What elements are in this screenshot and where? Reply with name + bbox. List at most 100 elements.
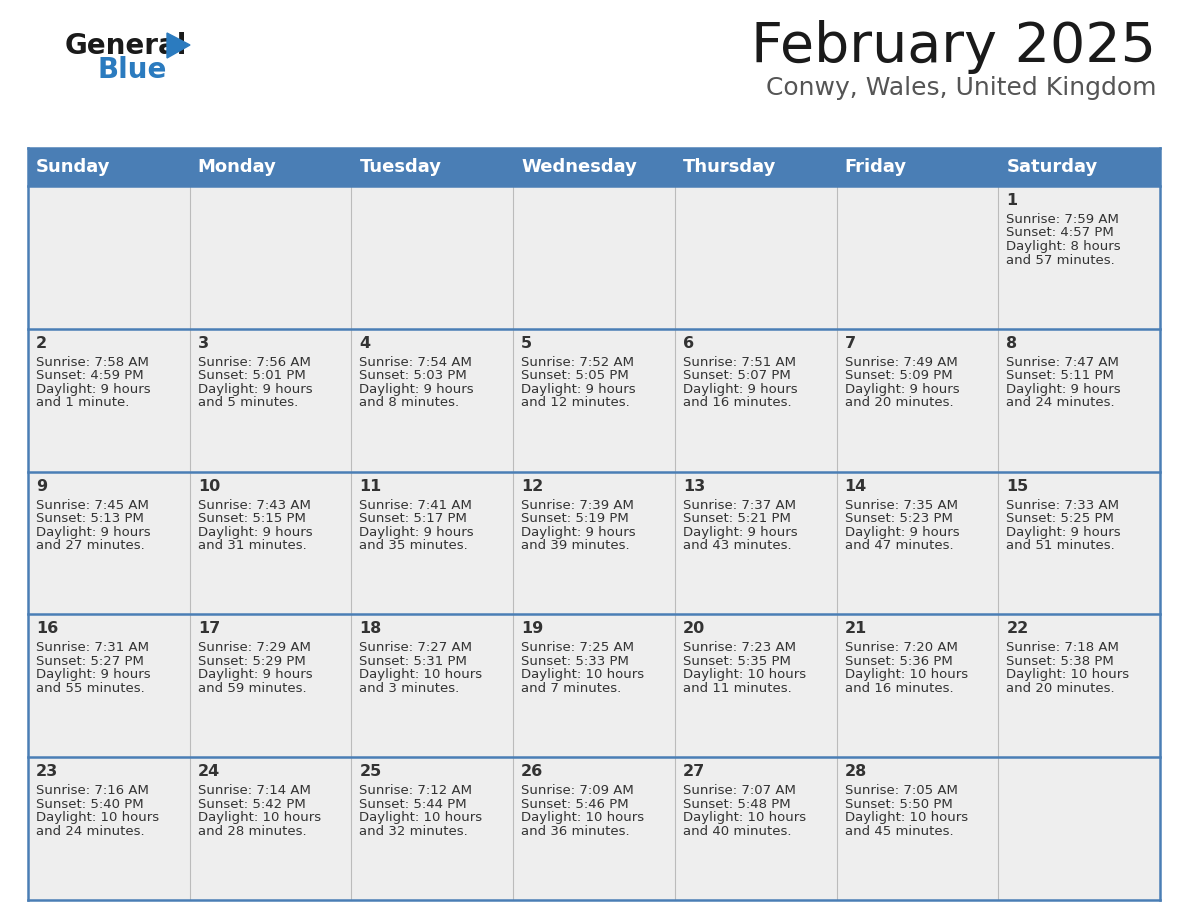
Text: Sunset: 5:25 PM: Sunset: 5:25 PM (1006, 512, 1114, 525)
Text: and 11 minutes.: and 11 minutes. (683, 682, 791, 695)
Bar (29, 757, 1159, 900)
Text: Sunrise: 7:29 AM: Sunrise: 7:29 AM (197, 642, 310, 655)
Text: Sunset: 5:05 PM: Sunset: 5:05 PM (522, 369, 628, 382)
Text: 3: 3 (197, 336, 209, 351)
Text: and 1 minute.: and 1 minute. (36, 397, 129, 409)
Polygon shape (168, 33, 190, 58)
Text: and 59 minutes.: and 59 minutes. (197, 682, 307, 695)
Text: Sunday: Sunday (36, 158, 110, 176)
Text: 26: 26 (522, 764, 543, 779)
Text: Sunrise: 7:39 AM: Sunrise: 7:39 AM (522, 498, 634, 511)
Text: 5: 5 (522, 336, 532, 351)
Text: Sunset: 5:46 PM: Sunset: 5:46 PM (522, 798, 628, 811)
Text: and 57 minutes.: and 57 minutes. (1006, 253, 1116, 266)
Text: Sunset: 5:50 PM: Sunset: 5:50 PM (845, 798, 953, 811)
Text: and 20 minutes.: and 20 minutes. (1006, 682, 1114, 695)
Text: and 31 minutes.: and 31 minutes. (197, 539, 307, 552)
Text: Sunrise: 7:49 AM: Sunrise: 7:49 AM (845, 356, 958, 369)
Text: Sunset: 5:44 PM: Sunset: 5:44 PM (360, 798, 467, 811)
Text: and 45 minutes.: and 45 minutes. (845, 824, 953, 838)
Text: Sunset: 5:09 PM: Sunset: 5:09 PM (845, 369, 953, 382)
Text: Sunrise: 7:20 AM: Sunrise: 7:20 AM (845, 642, 958, 655)
Text: and 32 minutes.: and 32 minutes. (360, 824, 468, 838)
Text: and 24 minutes.: and 24 minutes. (36, 824, 145, 838)
Text: Sunrise: 7:05 AM: Sunrise: 7:05 AM (845, 784, 958, 797)
Text: Sunrise: 7:58 AM: Sunrise: 7:58 AM (36, 356, 148, 369)
Text: Wednesday: Wednesday (522, 158, 637, 176)
Text: Daylight: 9 hours: Daylight: 9 hours (197, 383, 312, 396)
Text: Sunrise: 7:12 AM: Sunrise: 7:12 AM (360, 784, 473, 797)
Text: 23: 23 (36, 764, 58, 779)
Text: Sunset: 5:19 PM: Sunset: 5:19 PM (522, 512, 628, 525)
Text: Sunrise: 7:56 AM: Sunrise: 7:56 AM (197, 356, 310, 369)
Text: and 5 minutes.: and 5 minutes. (197, 397, 298, 409)
Text: Sunrise: 7:14 AM: Sunrise: 7:14 AM (197, 784, 310, 797)
Text: Sunset: 4:57 PM: Sunset: 4:57 PM (1006, 227, 1114, 240)
Text: 2: 2 (36, 336, 48, 351)
Text: Daylight: 10 hours: Daylight: 10 hours (845, 668, 968, 681)
Text: Sunset: 5:07 PM: Sunset: 5:07 PM (683, 369, 790, 382)
Text: and 40 minutes.: and 40 minutes. (683, 824, 791, 838)
Text: Sunrise: 7:09 AM: Sunrise: 7:09 AM (522, 784, 634, 797)
Text: Daylight: 10 hours: Daylight: 10 hours (522, 668, 644, 681)
Text: General: General (65, 32, 188, 60)
Text: and 43 minutes.: and 43 minutes. (683, 539, 791, 552)
Text: and 35 minutes.: and 35 minutes. (360, 539, 468, 552)
Text: and 27 minutes.: and 27 minutes. (36, 539, 145, 552)
Text: 8: 8 (1006, 336, 1017, 351)
Bar (29, 148, 1159, 186)
Text: Sunrise: 7:23 AM: Sunrise: 7:23 AM (683, 642, 796, 655)
Text: Daylight: 9 hours: Daylight: 9 hours (197, 668, 312, 681)
Text: 16: 16 (36, 621, 58, 636)
Text: 14: 14 (845, 478, 867, 494)
Text: Daylight: 9 hours: Daylight: 9 hours (360, 526, 474, 539)
Text: Sunrise: 7:33 AM: Sunrise: 7:33 AM (1006, 498, 1119, 511)
Text: Sunrise: 7:27 AM: Sunrise: 7:27 AM (360, 642, 473, 655)
Bar (29, 329, 1159, 472)
Text: Tuesday: Tuesday (360, 158, 442, 176)
Text: Sunrise: 7:47 AM: Sunrise: 7:47 AM (1006, 356, 1119, 369)
Text: and 39 minutes.: and 39 minutes. (522, 539, 630, 552)
Text: 27: 27 (683, 764, 706, 779)
Text: Sunset: 5:21 PM: Sunset: 5:21 PM (683, 512, 791, 525)
Bar (29, 614, 1159, 757)
Text: Sunset: 5:31 PM: Sunset: 5:31 PM (360, 655, 467, 668)
Text: Saturday: Saturday (1006, 158, 1098, 176)
Text: Conwy, Wales, United Kingdom: Conwy, Wales, United Kingdom (765, 76, 1156, 100)
Text: and 12 minutes.: and 12 minutes. (522, 397, 630, 409)
Text: and 8 minutes.: and 8 minutes. (360, 397, 460, 409)
Text: Daylight: 10 hours: Daylight: 10 hours (683, 668, 805, 681)
Text: 24: 24 (197, 764, 220, 779)
Text: 1: 1 (1006, 193, 1017, 208)
Text: Daylight: 9 hours: Daylight: 9 hours (522, 383, 636, 396)
Text: Daylight: 10 hours: Daylight: 10 hours (197, 812, 321, 824)
Text: and 36 minutes.: and 36 minutes. (522, 824, 630, 838)
Text: Daylight: 9 hours: Daylight: 9 hours (1006, 383, 1121, 396)
Text: Daylight: 8 hours: Daylight: 8 hours (1006, 240, 1121, 253)
Text: and 28 minutes.: and 28 minutes. (197, 824, 307, 838)
Text: and 47 minutes.: and 47 minutes. (845, 539, 953, 552)
Text: 21: 21 (845, 621, 867, 636)
Text: Sunset: 5:17 PM: Sunset: 5:17 PM (360, 512, 467, 525)
Text: Monday: Monday (197, 158, 277, 176)
Text: Sunrise: 7:51 AM: Sunrise: 7:51 AM (683, 356, 796, 369)
Text: Sunset: 5:01 PM: Sunset: 5:01 PM (197, 369, 305, 382)
Text: Sunset: 5:48 PM: Sunset: 5:48 PM (683, 798, 790, 811)
Bar (29, 472, 1159, 614)
Text: Sunset: 5:15 PM: Sunset: 5:15 PM (197, 512, 305, 525)
Text: 4: 4 (360, 336, 371, 351)
Text: Daylight: 9 hours: Daylight: 9 hours (36, 668, 151, 681)
Text: Sunrise: 7:35 AM: Sunrise: 7:35 AM (845, 498, 958, 511)
Text: Sunrise: 7:07 AM: Sunrise: 7:07 AM (683, 784, 796, 797)
Text: 20: 20 (683, 621, 706, 636)
Text: Daylight: 9 hours: Daylight: 9 hours (683, 526, 797, 539)
Text: Sunset: 5:42 PM: Sunset: 5:42 PM (197, 798, 305, 811)
Text: Daylight: 10 hours: Daylight: 10 hours (845, 812, 968, 824)
Text: and 55 minutes.: and 55 minutes. (36, 682, 145, 695)
Bar (29, 186, 1159, 329)
Text: Sunrise: 7:45 AM: Sunrise: 7:45 AM (36, 498, 148, 511)
Text: February 2025: February 2025 (751, 20, 1156, 74)
Text: Sunrise: 7:52 AM: Sunrise: 7:52 AM (522, 356, 634, 369)
Text: Daylight: 10 hours: Daylight: 10 hours (1006, 668, 1130, 681)
Text: Daylight: 9 hours: Daylight: 9 hours (1006, 526, 1121, 539)
